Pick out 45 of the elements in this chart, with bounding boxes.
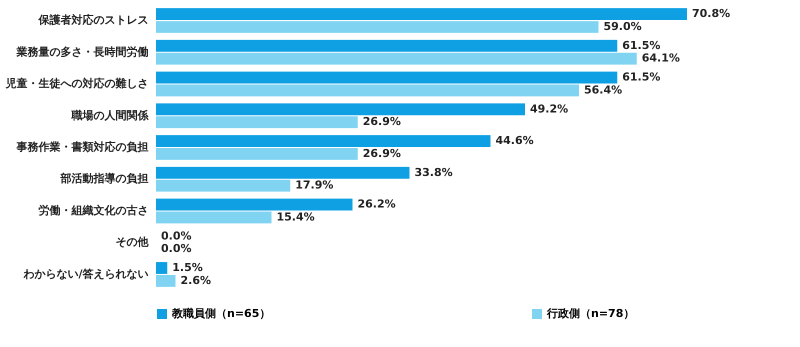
data-label: 26.9%	[362, 146, 401, 160]
data-label: 26.9%	[362, 115, 401, 128]
bar	[156, 84, 579, 96]
bar	[156, 103, 525, 116]
y-tick-label: 業務量の多さ・長時間労働	[16, 45, 148, 58]
data-label: 56.4%	[584, 83, 622, 96]
y-tick-label: わからない/答えられない	[22, 267, 148, 280]
data-label: 17.9%	[295, 178, 334, 192]
data-label: 70.8%	[692, 7, 730, 20]
bar	[156, 166, 410, 179]
data-label: 1.5%	[172, 261, 203, 274]
y-tick-label: 職場の人間関係	[70, 108, 150, 122]
bar	[156, 211, 272, 224]
data-label: 61.5%	[622, 70, 660, 84]
bar	[156, 274, 176, 287]
bar	[156, 180, 290, 192]
data-label: 0.0%	[161, 229, 192, 242]
y-tick-label: 児童・生徒への対応の難しさ	[4, 77, 148, 90]
data-label: 44.6%	[496, 134, 534, 148]
data-label: 0.0%	[161, 242, 192, 256]
y-tick-label: 事務作業・書類対応の負担	[16, 140, 148, 154]
y-tick-label: 部活動指導の負担	[60, 172, 148, 186]
y-tick-label: 労働・組織文化の古さ	[38, 204, 148, 217]
bar	[156, 135, 490, 147]
data-label: 2.6%	[180, 274, 212, 287]
data-label: 64.1%	[642, 52, 680, 65]
data-label: 33.8%	[414, 166, 453, 179]
legend-label: 行政側（n=78）	[546, 307, 634, 320]
bar	[156, 52, 637, 65]
data-label: 59.0%	[604, 20, 642, 33]
y-tick-label: 保護者対応のストレス	[38, 14, 148, 27]
data-label: 26.2%	[358, 198, 396, 211]
bar	[156, 116, 358, 128]
data-label: 61.5%	[622, 38, 660, 52]
y-tick-label: その他	[116, 236, 150, 249]
bar	[156, 198, 352, 210]
data-label: 15.4%	[276, 210, 315, 224]
bar	[156, 40, 618, 52]
bar	[156, 262, 168, 274]
legend-label: 教職員側（n=65）	[171, 307, 270, 320]
bar	[156, 72, 618, 84]
bar	[156, 8, 687, 20]
bar	[156, 21, 598, 33]
bar	[156, 148, 358, 160]
data-label: 49.2%	[530, 102, 568, 116]
